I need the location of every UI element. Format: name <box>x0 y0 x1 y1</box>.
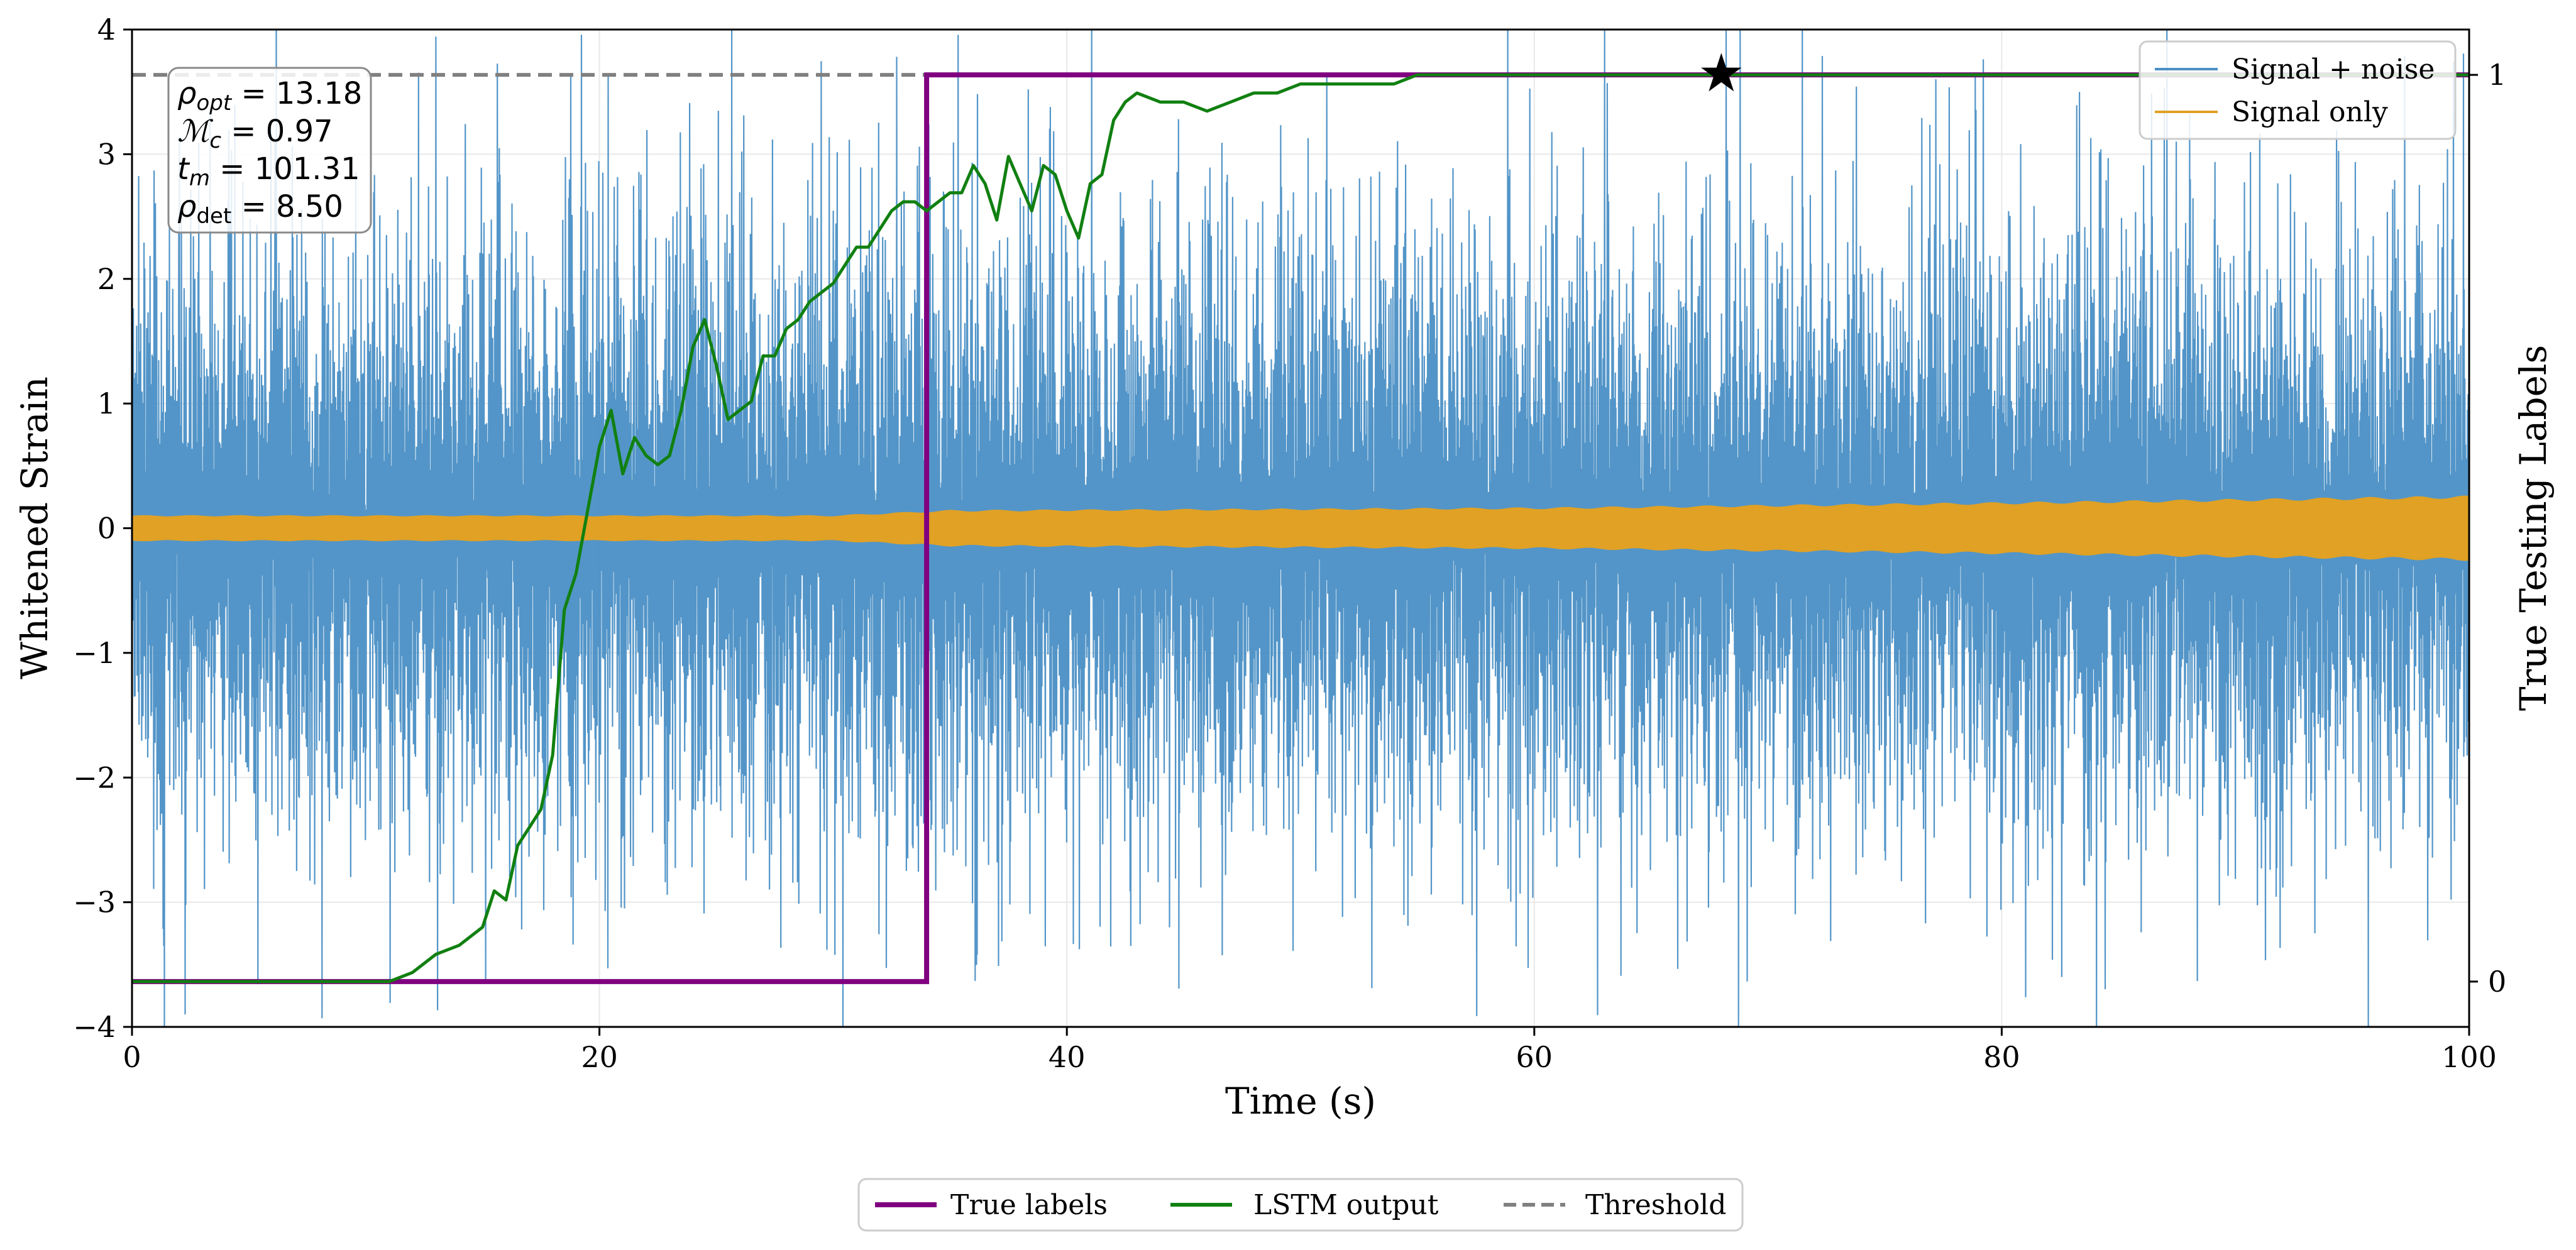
legend-bottom: True labels LSTM output Threshold <box>857 1178 1744 1232</box>
y-axis-ticks: 4 3 2 1 0 −1 −2 −3 −4 <box>73 13 132 1044</box>
y-axis-label: Whitened Strain <box>13 376 56 679</box>
y-tick-label: −1 <box>73 636 116 670</box>
parameter-rho-opt: ρopt = 13.18 <box>177 76 362 116</box>
legend-label-threshold: Threshold <box>1585 1189 1726 1221</box>
label-axis-series <box>132 72 2469 984</box>
legend-label-signal-noise: Signal + noise <box>2232 53 2435 85</box>
x-axis-label: Time (s) <box>1225 1080 1376 1122</box>
y-tick-label: −2 <box>73 760 116 794</box>
x-tick-label: 40 <box>1049 1040 1086 1074</box>
y-tick-label: 3 <box>97 137 116 171</box>
y-tick-label: −3 <box>73 885 116 919</box>
x-tick-label: 0 <box>123 1040 141 1074</box>
y-tick-label: 2 <box>97 262 116 296</box>
y-tick-label: 4 <box>97 13 116 47</box>
legend-top-frame <box>2138 40 2457 140</box>
right-y-axis-label: True Testing Labels <box>2512 345 2555 711</box>
legend-label-lstm-output: LSTM output <box>1253 1189 1439 1221</box>
parameter-chirp-mass: ℳc = 0.97 <box>177 114 333 153</box>
parameter-rho-det: ρdet = 8.50 <box>177 189 343 229</box>
parameter-box-frame <box>167 67 372 234</box>
x-axis-ticks: 0 20 40 60 80 100 <box>123 1027 2497 1074</box>
lstm-output-line <box>132 73 2469 984</box>
parameter-merger-time: tm = 101.31 <box>177 151 360 191</box>
legend-label-true-labels: True labels <box>950 1189 1108 1221</box>
x-tick-label: 20 <box>581 1040 618 1074</box>
parameter-box: ρopt = 13.18 ℳc = 0.97 tm = 101.31 ρdet … <box>167 67 372 234</box>
y-tick-label: 1 <box>97 387 116 420</box>
x-tick-label: 100 <box>2441 1040 2497 1074</box>
signal-only-band <box>132 495 2469 561</box>
legend-top: Signal + noise Signal only <box>2138 40 2457 140</box>
right-axis-ticks: 01 <box>2469 58 2506 999</box>
signal-only-series <box>132 495 2469 561</box>
right-tick-label: 0 <box>2488 965 2506 999</box>
legend-bottom-frame <box>857 1178 1744 1232</box>
y-tick-label: −4 <box>73 1010 116 1044</box>
trigger-star: ★ <box>1698 42 1745 104</box>
legend-label-signal-only: Signal only <box>2232 96 2388 128</box>
right-tick-label: 1 <box>2488 58 2506 92</box>
x-tick-label: 60 <box>1516 1040 1553 1074</box>
x-tick-label: 80 <box>1983 1040 2020 1074</box>
y-tick-label: 0 <box>97 512 116 546</box>
